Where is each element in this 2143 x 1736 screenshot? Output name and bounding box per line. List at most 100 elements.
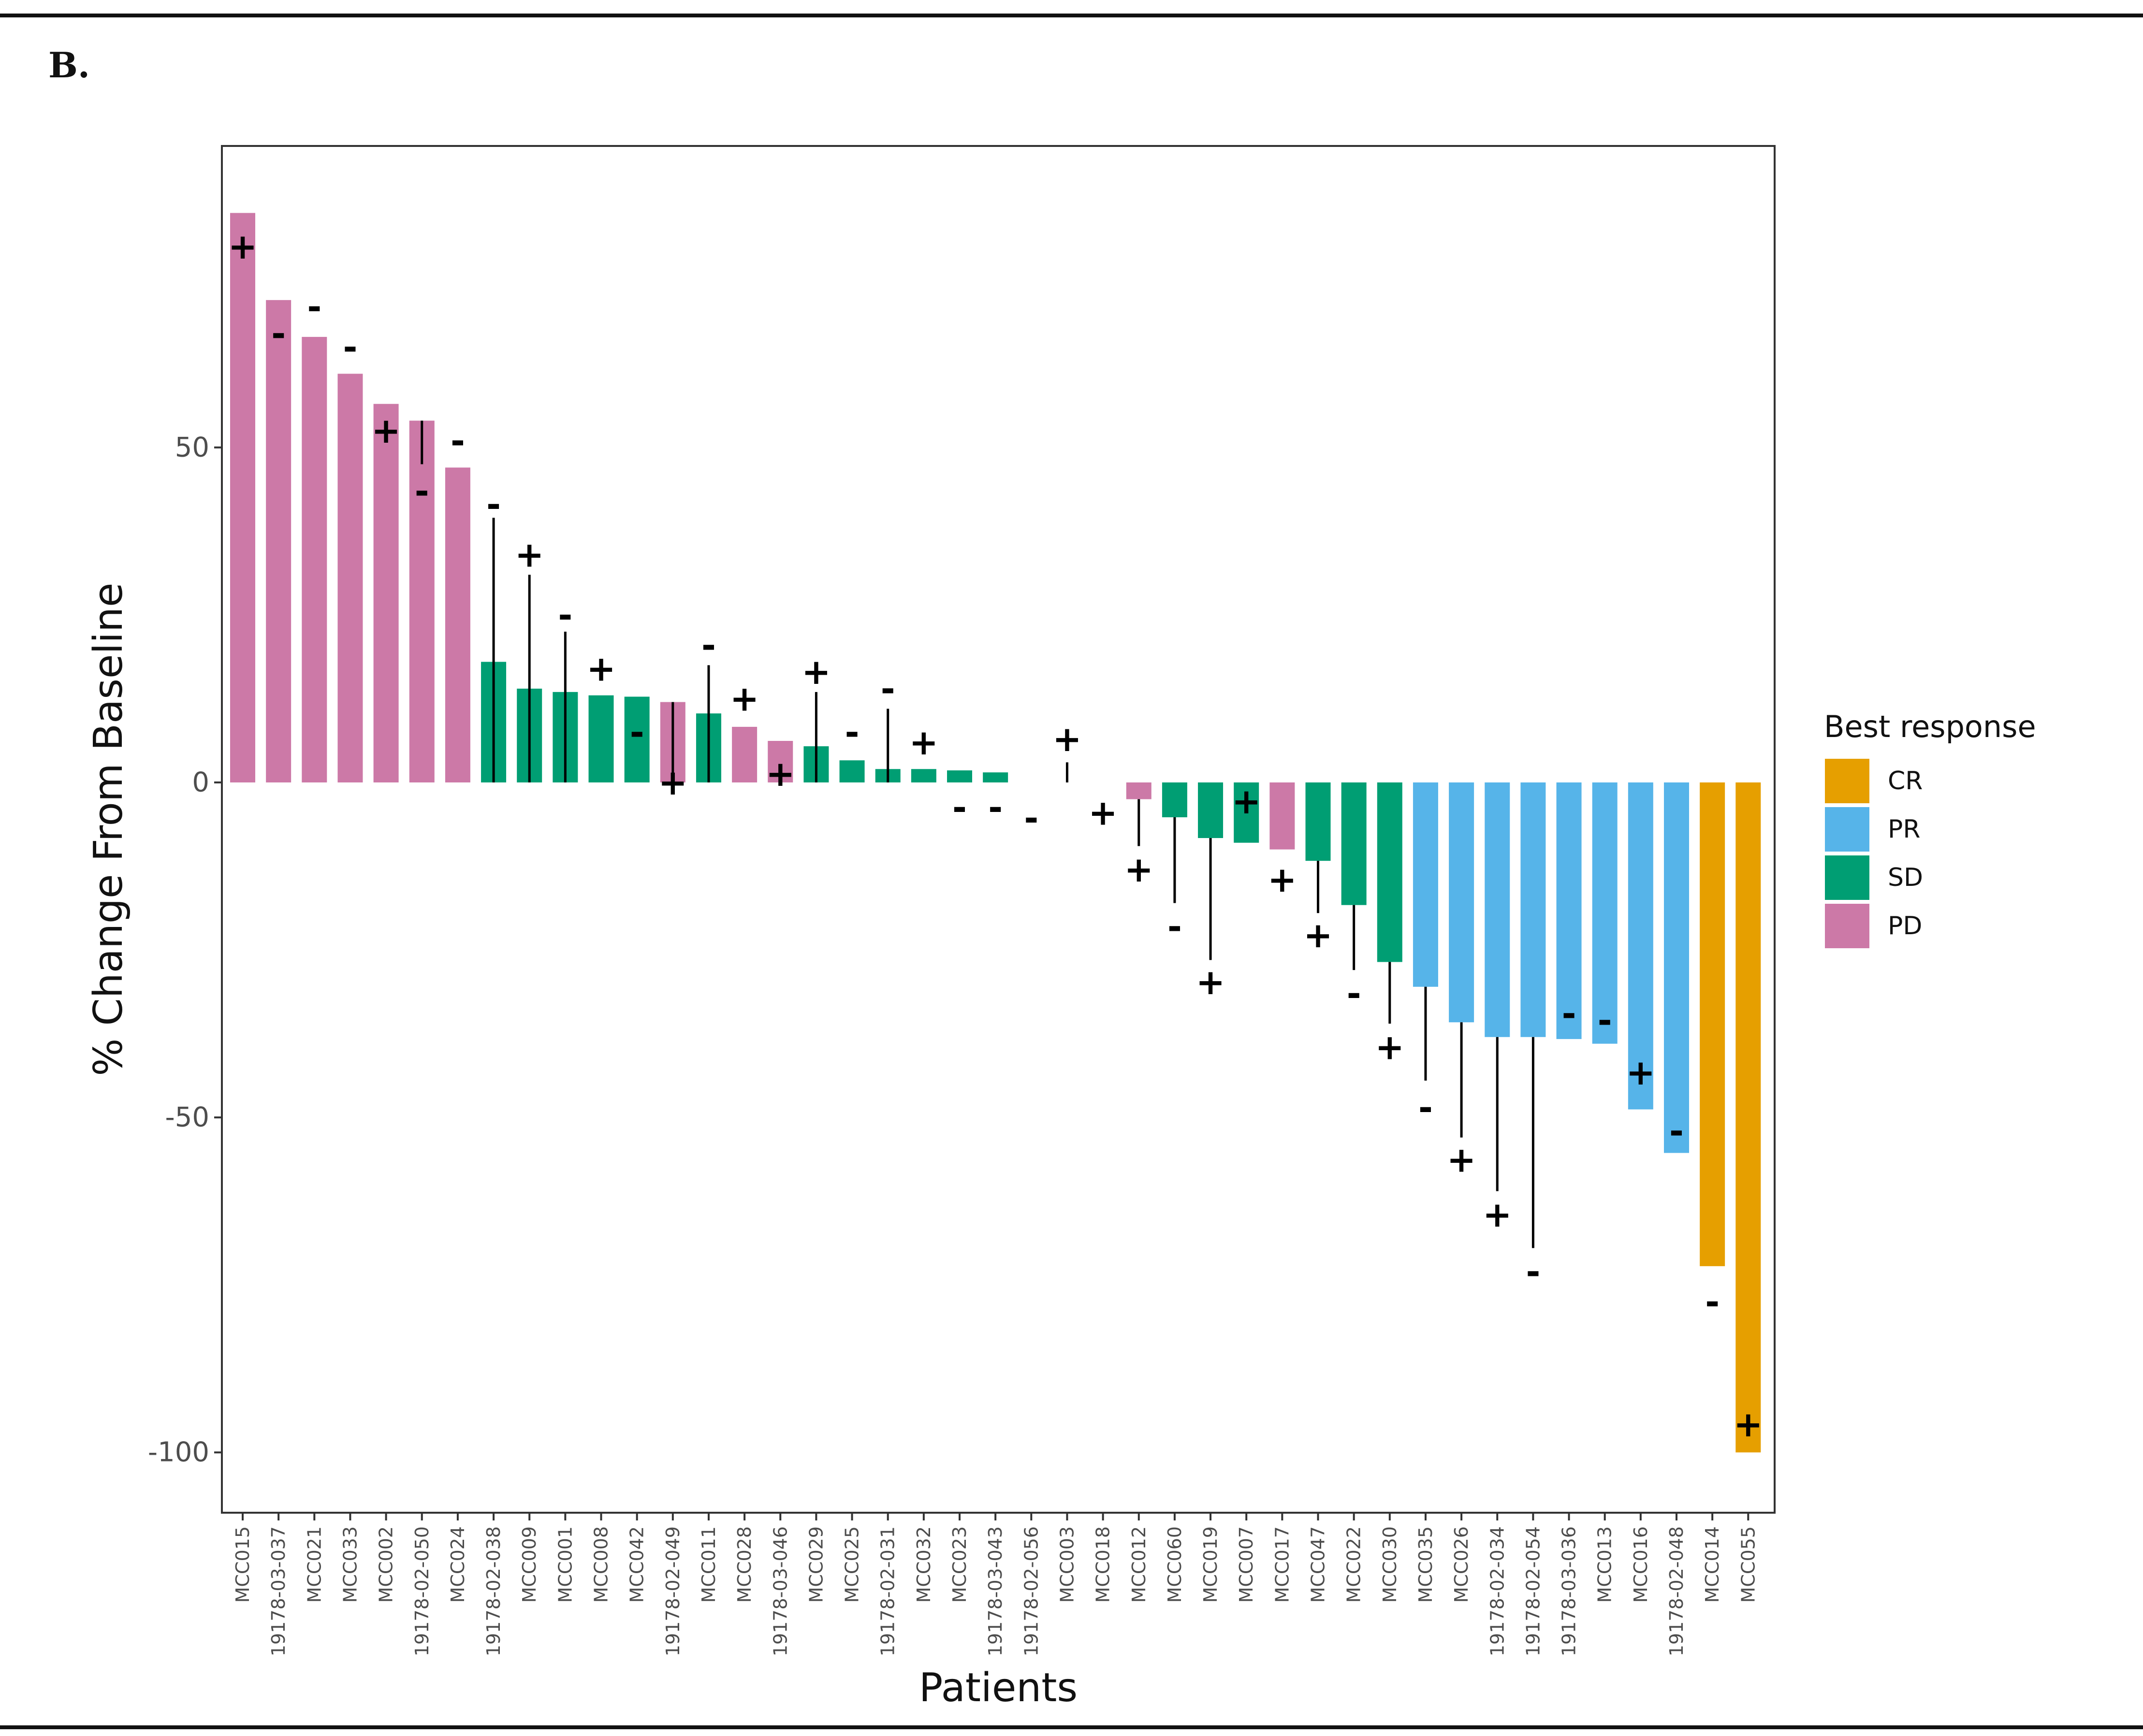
legend-label-PR: PR bbox=[1888, 815, 1921, 844]
bar-19178-02-048 bbox=[1664, 782, 1689, 1153]
marker-MCC017: + bbox=[1268, 859, 1297, 900]
x-tick-label-19178-02-050: 19178-02-050 bbox=[411, 1526, 433, 1656]
marker-19178-02-031: - bbox=[881, 668, 895, 709]
marker-MCC025: - bbox=[845, 712, 860, 752]
marker-MCC019: + bbox=[1196, 962, 1225, 1002]
marker-19178-02-049: + bbox=[658, 762, 687, 803]
y-tick-label--50: -50 bbox=[165, 1102, 209, 1133]
marker-MCC008: + bbox=[586, 648, 615, 689]
x-tick-label-MCC047: MCC047 bbox=[1308, 1526, 1329, 1603]
x-tick-label-MCC016: MCC016 bbox=[1630, 1526, 1651, 1603]
bar-MCC035 bbox=[1413, 782, 1438, 987]
marker-19178-03-036: - bbox=[1562, 993, 1576, 1034]
y-axis: -100 -50 0 50 bbox=[148, 432, 222, 1468]
marker-MCC024: - bbox=[451, 420, 465, 461]
marker-MCC032: + bbox=[909, 722, 938, 763]
bar-MCC022 bbox=[1341, 782, 1367, 905]
x-tick-label-MCC019: MCC019 bbox=[1200, 1526, 1221, 1603]
x-tick-label-19178-02-034: 19178-02-034 bbox=[1487, 1526, 1508, 1656]
bar-MCC019 bbox=[1198, 782, 1224, 839]
x-tick-label-19178-02-054: 19178-02-054 bbox=[1522, 1526, 1544, 1656]
legend-key-SD bbox=[1825, 855, 1869, 900]
marker-MCC055: + bbox=[1734, 1404, 1763, 1445]
x-tick-label-MCC021: MCC021 bbox=[304, 1526, 325, 1603]
marker-19178-02-054: - bbox=[1526, 1251, 1540, 1292]
x-tick-label-MCC013: MCC013 bbox=[1594, 1526, 1616, 1603]
bar-19178-03-046 bbox=[768, 741, 793, 782]
top-rule bbox=[0, 14, 2143, 17]
x-tick-label-19178-02-049: 19178-02-049 bbox=[662, 1526, 684, 1656]
bar-MCC042 bbox=[624, 696, 650, 782]
x-tick-label-MCC055: MCC055 bbox=[1737, 1526, 1759, 1603]
x-tick-label-MCC030: MCC030 bbox=[1379, 1526, 1400, 1603]
legend-title: Best response bbox=[1824, 709, 2036, 744]
legend-label-PD: PD bbox=[1888, 911, 1922, 940]
bar-MCC024 bbox=[445, 467, 470, 782]
bar-19178-03-036 bbox=[1556, 782, 1582, 1039]
x-tick-label-19178-02-031: 19178-02-031 bbox=[877, 1526, 899, 1656]
marker-MCC021: - bbox=[307, 287, 321, 327]
bar-19178-02-034 bbox=[1485, 782, 1510, 1037]
marker-MCC033: - bbox=[343, 327, 358, 367]
bar-MCC030 bbox=[1377, 782, 1402, 962]
x-tick-label-19178-02-038: 19178-02-038 bbox=[483, 1526, 504, 1656]
legend-key-CR bbox=[1825, 759, 1869, 803]
x-tick-label-MCC003: MCC003 bbox=[1056, 1526, 1078, 1603]
bar-MCC033 bbox=[337, 374, 363, 782]
x-tick-label-MCC028: MCC028 bbox=[734, 1526, 755, 1603]
bar-19178-03-037 bbox=[266, 300, 292, 782]
x-tick-label-19178-03-043: 19178-03-043 bbox=[985, 1526, 1006, 1656]
bar-MCC012 bbox=[1126, 782, 1152, 799]
marker-MCC012: + bbox=[1124, 849, 1153, 890]
marker-MCC007: + bbox=[1232, 781, 1261, 822]
x-axis-title: Patients bbox=[919, 1665, 1078, 1711]
marker-MCC009: + bbox=[515, 535, 544, 575]
bar-MCC016 bbox=[1628, 782, 1653, 1110]
y-tick-label-50: 50 bbox=[175, 432, 209, 463]
bar-MCC013 bbox=[1592, 782, 1618, 1044]
bar-MCC017 bbox=[1269, 782, 1295, 850]
marker-MCC015: + bbox=[228, 226, 257, 267]
marker-MCC028: + bbox=[730, 679, 759, 719]
bar-MCC055 bbox=[1735, 782, 1761, 1453]
marker-19178-03-043: - bbox=[988, 787, 1003, 827]
bar-MCC002 bbox=[373, 404, 399, 782]
bar-MCC021 bbox=[302, 337, 327, 782]
marker-19178-03-046: + bbox=[766, 753, 795, 794]
marker-19178-02-038: - bbox=[486, 484, 501, 525]
bar-MCC032 bbox=[911, 769, 936, 782]
x-tick-label-MCC008: MCC008 bbox=[591, 1526, 612, 1603]
marker-MCC047: + bbox=[1303, 915, 1332, 955]
legend-label-SD: SD bbox=[1888, 863, 1923, 892]
bar-MCC008 bbox=[588, 695, 614, 782]
x-tick-label-MCC001: MCC001 bbox=[554, 1526, 576, 1603]
whiskers-group bbox=[421, 420, 1534, 1248]
y-axis-title: % Change From Baseline bbox=[86, 583, 131, 1076]
marker-MCC022: - bbox=[1347, 973, 1361, 1014]
marker-MCC042: - bbox=[630, 712, 644, 752]
marker-MCC013: - bbox=[1598, 1000, 1612, 1041]
x-tick-label-MCC018: MCC018 bbox=[1093, 1526, 1114, 1603]
legend: Best response CR PR SD PD bbox=[1824, 709, 2036, 948]
x-tick-label-19178-03-037: 19178-03-037 bbox=[268, 1526, 289, 1656]
x-tick-label-MCC022: MCC022 bbox=[1343, 1526, 1365, 1603]
x-tick-label-MCC009: MCC009 bbox=[519, 1526, 540, 1603]
legend-key-PD bbox=[1825, 904, 1869, 948]
marker-MCC014: - bbox=[1705, 1281, 1720, 1322]
bars-group bbox=[230, 213, 1761, 1453]
x-tick-label-MCC042: MCC042 bbox=[627, 1526, 648, 1603]
marker-MCC011: - bbox=[701, 625, 716, 665]
x-tick-label-MCC035: MCC035 bbox=[1415, 1526, 1436, 1603]
bottom-rule bbox=[0, 1725, 2143, 1729]
marker-MCC001: - bbox=[558, 594, 572, 635]
marker-19178-03-037: - bbox=[271, 313, 286, 354]
marker-MCC023: - bbox=[952, 787, 967, 827]
marker-MCC029: + bbox=[802, 651, 831, 692]
marker-19178-02-034: + bbox=[1483, 1194, 1512, 1235]
bar-MCC026 bbox=[1449, 782, 1474, 1023]
bar-19178-02-050 bbox=[409, 420, 435, 782]
legend-key-PR bbox=[1825, 807, 1869, 852]
bar-MCC025 bbox=[839, 760, 865, 782]
x-tick-label-MCC017: MCC017 bbox=[1271, 1526, 1293, 1603]
